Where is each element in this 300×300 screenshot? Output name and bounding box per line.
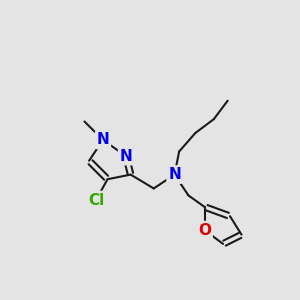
Text: N: N <box>168 167 181 182</box>
Text: N: N <box>97 132 109 147</box>
Text: N: N <box>120 148 132 164</box>
Text: Cl: Cl <box>88 193 104 208</box>
Text: O: O <box>198 223 211 238</box>
